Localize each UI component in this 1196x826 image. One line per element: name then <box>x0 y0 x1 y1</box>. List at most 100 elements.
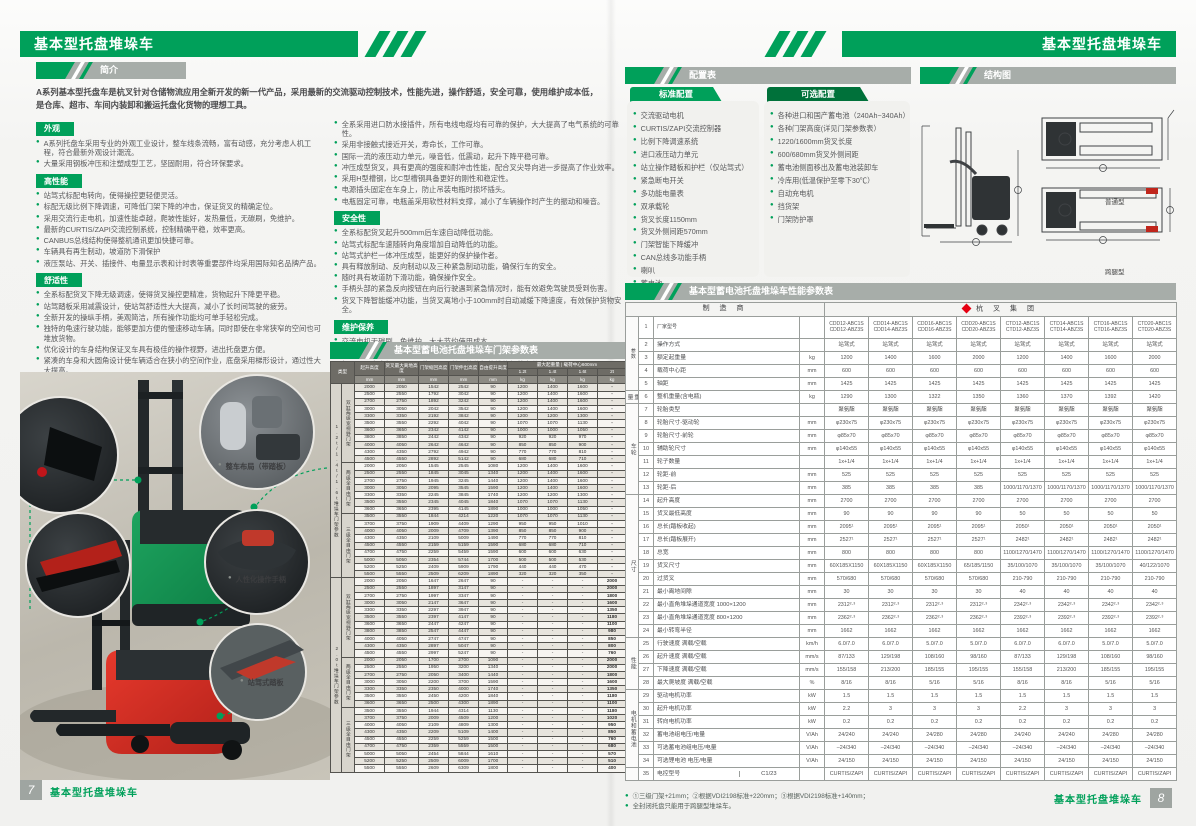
perf-row-unit: kW <box>798 689 826 703</box>
perf-value-cell: 1x+1/4 <box>1088 455 1134 469</box>
perf-value-cell: 1000/1170/1370 <box>1044 481 1090 495</box>
perf-value-cell: 1290 <box>824 390 870 404</box>
perf-value-cell: 35/100/1070 <box>1044 559 1090 573</box>
perf-value-cell: 600 <box>824 364 870 378</box>
perf-row-label: 轮子数量 <box>653 455 800 469</box>
product-photo: 杭州叉车 A35 <box>20 372 330 780</box>
perf-value-cell: 1370 <box>1044 390 1090 404</box>
product-photo-illustration <box>20 374 330 780</box>
perf-row-number: 25 <box>638 637 654 651</box>
feature-item: ● 具有释放制动、反向制动以及三种紧急制动功能，确保行车的安全。 <box>334 262 624 272</box>
perf-row: 9 轮胎尺寸-前轮 mm φ85x70 φ85x70 φ85x70 φ85x70 φ85x70… <box>626 429 1178 443</box>
perf-row: 10 辅助轮尺寸 mm φ140x55 φ140x55 φ140x55 φ140x55 φ14… <box>626 442 1178 456</box>
perf-value-cell: 40 <box>1132 585 1178 599</box>
perf-value-cell: 2.2 <box>824 702 870 716</box>
config-item-text: 600/680mm货叉外侧间距 <box>777 150 859 160</box>
photo-caption-handle: ● 人性化操作手柄 <box>228 575 286 585</box>
perf-row-label: 总宽 <box>653 546 800 560</box>
bullet-icon: ● <box>770 175 774 182</box>
mast-row: 5500 5550 2509 6209 1890 320 320 350- <box>331 570 628 579</box>
bullet-icon: ● <box>36 191 40 198</box>
perf-row-number: 9 <box>638 429 654 443</box>
feature-item: ● 站驾式护栏一体冲压成型，能更好的保护操作者。 <box>334 251 624 261</box>
perf-value-cell: 0.2 <box>912 715 958 729</box>
feature-item-text: A系列托盘车采用专业的外观工业设计，整车线条流畅，富有动感，充分考虑人机工程，符… <box>43 138 312 158</box>
perf-value-cell: φ85x70 <box>956 429 1002 443</box>
perf-value-cell: 1.5 <box>956 689 1002 703</box>
mast-head-row: 1.2t 1.4t 1.6t 2t <box>331 368 628 377</box>
feature-item: ● 标配无级比例下降调速，可降低门架下降的冲击，保证货叉的精确定位。 <box>36 202 322 212</box>
perf-value-cell: 2312²·³ <box>956 598 1002 612</box>
bullet-icon: ● <box>633 137 637 144</box>
perf-row-label: 电控型号 C1/23 <box>653 767 800 781</box>
mast-type-header: 类型 <box>329 360 356 385</box>
bullet-icon: ● <box>36 213 40 220</box>
perf-value-cell: 1360 <box>1000 390 1046 404</box>
feature-item-text: 站驾式护栏一体冲压成型，能更好的保护操作者。 <box>341 250 503 260</box>
bullet-icon: ● <box>633 227 637 234</box>
perf-row-label: 轮胎尺寸-前轮 <box>653 429 800 443</box>
perf-value-cell: 2392²·³ <box>1088 611 1134 625</box>
perf-row-unit: mm <box>798 546 826 560</box>
perf-value-cell: 2050¹ <box>1044 520 1090 534</box>
bullet-icon: ● <box>334 228 338 235</box>
feature-item: ● 采用交流行走电机，加速性能卓越，爬坡性能好，发热量低，无碳刷，免维护。 <box>36 214 322 224</box>
perf-value-cell: 1100/1270/1470 <box>1044 546 1090 560</box>
perf-value-cell: 0.2 <box>824 715 870 729</box>
perf-value-cell: 210-790 <box>1088 572 1134 586</box>
perf-row-label: 驱动电机功率 <box>653 689 800 703</box>
feature-item: ● 站驾式标配车速随转向角度增加自动降低的功能。 <box>334 240 624 250</box>
feature-item-text: 站驾式标配车速随转向角度增加自动降低的功能。 <box>341 239 503 249</box>
perf-row-number: 2 <box>638 338 654 352</box>
perf-row-number: 23 <box>638 611 654 625</box>
perf-row-label: 转向电机功率 <box>653 715 800 729</box>
perf-row: 33 可选蓄电池组电压/电量 V/Ah –24/340 –24/340 –24/340 –2… <box>626 741 1178 755</box>
perf-row-unit <box>798 316 826 339</box>
perf-value-cell: φ85x70 <box>868 429 914 443</box>
bullet-icon: ● <box>625 793 629 799</box>
perf-value-cell: 185/155 <box>912 663 958 677</box>
perf-value-cell: 213/200 <box>868 663 914 677</box>
perf-row-label: 轮距-后 <box>653 481 800 495</box>
feature-item: ● 手柄头部的紧急反向按钮在向后行驶遇到紧急情况时，能有效避免驾驶员受到伤害。 <box>334 284 624 294</box>
perf-row-number: 20 <box>638 572 654 586</box>
perf-value-cell: 90 <box>912 507 958 521</box>
perf-row: 尺寸 14 起升高度 mm 2700 2700 2700 2700 2700 2700 2700 27… <box>625 494 1178 638</box>
perf-value-cell: 2095¹ <box>824 520 870 534</box>
mast-head: 类型 起升高度 货叉最大离地高度 门架缩回高度 门架伸出高度 自由提升高度 最大起重量 | … <box>329 360 628 385</box>
feature-item: ● 液压泵站、开关、插接件、电量显示表和计时表等重要部件均采用国际知名品牌产品。 <box>36 259 322 269</box>
bullet-icon: ● <box>334 185 338 192</box>
perf-row-label: 货叉最低高度 <box>653 507 800 521</box>
perf-value-cell: 2362²·³ <box>868 611 914 625</box>
config-item: ● 比例下降调速系统 <box>633 137 757 147</box>
mast-row: 3500 3550 2397 4147 90- - -1180 <box>331 613 628 622</box>
perf-value-cell: –24/340 <box>912 741 958 755</box>
config-item-text: 喇叭 <box>640 266 656 276</box>
bullet-icon: ● <box>334 119 338 126</box>
footnote: ● 全封闭托盘只能用于跨腿型堆垛车。 <box>625 802 1045 812</box>
caption-text: 站驾式踏板 <box>247 678 284 687</box>
feature-item-text: 最新的CURTIS/ZAPI交流控制系统，控制精确平稳，效率更高。 <box>43 224 250 234</box>
intro-paragraph: A系列基本型托盘车是杭叉针对仓储物流应用全新开发的新一代产品，采用最新的交流驱动… <box>36 87 598 110</box>
perf-value-cell: 108/160 <box>912 650 958 664</box>
performance-table: 制 造 商 杭 叉 集 团参数 1 厂家型号 CDD12-ABC1S CDD12-ABZ… <box>624 302 1178 781</box>
perf-row-unit: mm <box>798 364 826 378</box>
perf-value-cell: 1600 <box>912 351 958 365</box>
perf-row-number: 17 <box>638 533 654 547</box>
perf-row-label: 最小转弯半径 <box>653 624 800 638</box>
perf-value-cell: 155/158 <box>824 663 870 677</box>
perf-row-label: 轴距 <box>653 377 800 391</box>
mast-parameter-table-wrap: 类型 起升高度 货叉最大离地高度 门架缩回高度 门架伸出高度 自由提升高度 最大起重量 | … <box>329 360 628 773</box>
mast-row: 3700 3750 1909 4409 1290 950 950 1010- <box>331 519 628 529</box>
perf-value-cell: 聚氨酯 <box>1044 403 1090 417</box>
perf-value-cell: 聚氨酯 <box>824 403 870 417</box>
bar-parallelogram <box>625 67 664 84</box>
perf-row-number: 16 <box>638 520 654 534</box>
structure-diagrams <box>920 90 1176 285</box>
perf-value-cell: 98/160 <box>1132 650 1178 664</box>
perf-row-label: 蓄电池组电压/电量 <box>653 728 800 742</box>
perf-value-cell: 5/16 <box>1132 676 1178 690</box>
perf-row: 2 操作方式 站驾式 站驾式 站驾式 站驾式 站驾式 站驾式 站驾式 站驾式 <box>626 338 1178 352</box>
config-item-text: CAN总线多功能手柄 <box>640 253 707 263</box>
perf-value-cell: 213/200 <box>1044 663 1090 677</box>
